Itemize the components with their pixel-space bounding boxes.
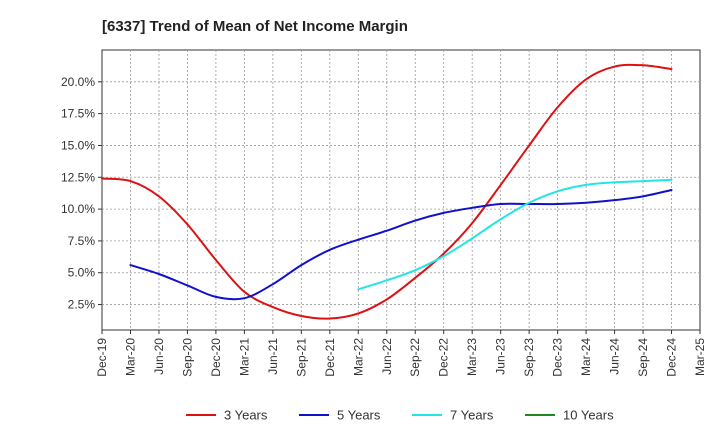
legend-label-10-years: 10 Years bbox=[563, 408, 614, 423]
y-tick-label: 10.0% bbox=[61, 202, 95, 216]
x-tick-label: Dec-20 bbox=[209, 338, 223, 377]
legend: 3 Years 5 Years 7 Years 10 Years bbox=[186, 408, 614, 423]
legend-label-3-years: 3 Years bbox=[224, 408, 268, 423]
legend-label-5-years: 5 Years bbox=[337, 408, 381, 423]
x-tick-label: Mar-22 bbox=[351, 338, 365, 376]
x-tick-label: Dec-24 bbox=[665, 338, 679, 377]
x-tick-label: Mar-24 bbox=[579, 338, 593, 376]
series-line-3-years bbox=[101, 63, 673, 320]
y-tick-label: 5.0% bbox=[68, 266, 96, 280]
x-tick-label: Mar-20 bbox=[123, 338, 137, 376]
x-tick-label: Jun-22 bbox=[380, 338, 394, 375]
x-tick-label: Jun-21 bbox=[266, 338, 280, 375]
y-tick-label: 15.0% bbox=[61, 138, 95, 152]
y-axis: 2.5% 5.0% 7.5% 10.0% 12.5% 15.0% 17.5% 20.0% bbox=[61, 75, 102, 312]
x-tick-label: Sep-24 bbox=[636, 338, 650, 377]
x-tick-label: Mar-21 bbox=[237, 338, 251, 376]
x-tick-label: Sep-23 bbox=[522, 338, 536, 377]
y-tick-label: 17.5% bbox=[61, 107, 95, 121]
x-tick-label: Jun-23 bbox=[494, 338, 508, 375]
x-tick-label: Dec-21 bbox=[323, 338, 337, 377]
y-tick-label: 7.5% bbox=[68, 234, 96, 248]
y-tick-label: 12.5% bbox=[61, 170, 95, 184]
series-lines bbox=[101, 63, 673, 320]
x-tick-label: Mar-23 bbox=[465, 338, 479, 376]
x-tick-label: Mar-25 bbox=[693, 338, 707, 376]
y-tick-label: 20.0% bbox=[61, 75, 95, 89]
x-tick-label: Sep-20 bbox=[180, 338, 194, 377]
legend-label-7-years: 7 Years bbox=[450, 408, 494, 423]
x-tick-label: Jun-20 bbox=[152, 338, 166, 375]
grid bbox=[102, 50, 700, 330]
x-tick-label: Jun-24 bbox=[608, 338, 622, 375]
series-line-5-years bbox=[129, 189, 673, 301]
x-tick-label: Dec-19 bbox=[95, 338, 109, 377]
plot-area bbox=[101, 49, 701, 331]
series-line-7-years bbox=[357, 178, 673, 291]
chart-title: [6337] Trend of Mean of Net Income Margi… bbox=[102, 18, 408, 35]
x-tick-label: Sep-21 bbox=[294, 338, 308, 377]
x-tick-label: Sep-22 bbox=[408, 338, 422, 377]
x-tick-label: Dec-23 bbox=[551, 338, 565, 377]
x-tick-label: Dec-22 bbox=[437, 338, 451, 377]
x-axis: Dec-19 Mar-20 Jun-20 Sep-20 Dec-20 Mar-21 Jun-… bbox=[95, 330, 707, 377]
y-tick-label: 2.5% bbox=[68, 298, 96, 312]
